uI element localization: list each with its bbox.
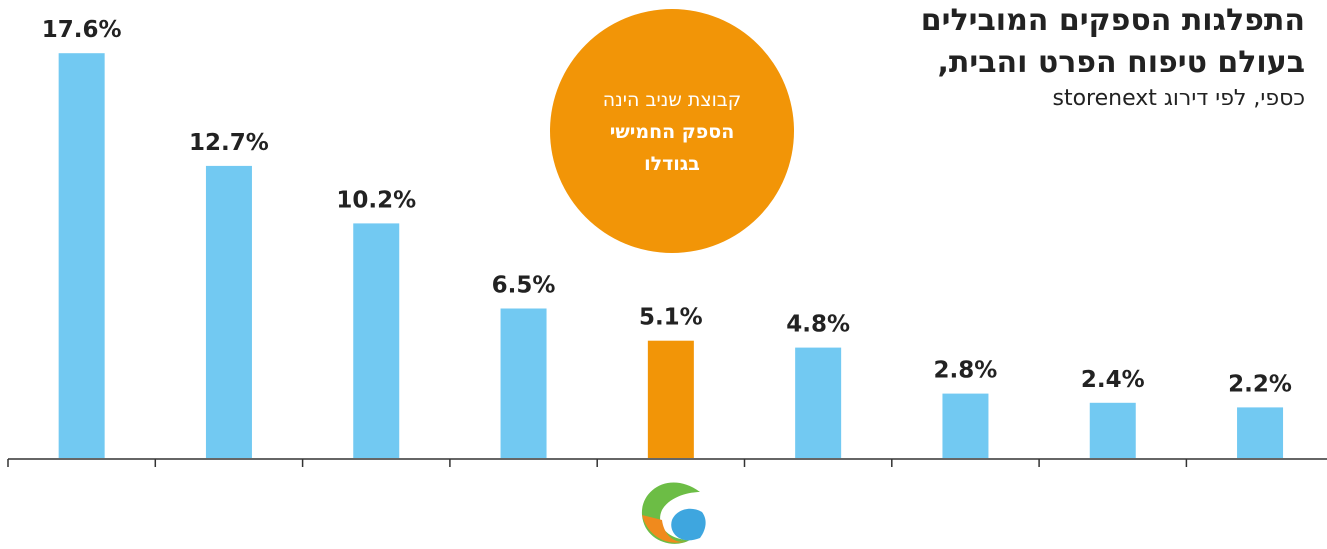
value-label: 12.7% — [189, 130, 269, 156]
title-line: בעולם טיפוח הפרט והבית, — [937, 45, 1306, 80]
logo — [641, 482, 706, 544]
annotation-line: הספק החמישי — [610, 121, 735, 143]
value-label: 10.2% — [336, 187, 416, 213]
bar — [205, 165, 252, 458]
annotation-line: קבוצת שניב הינה — [603, 89, 741, 111]
value-label: 2.8% — [934, 358, 998, 384]
annotation-circle — [550, 9, 794, 253]
bar — [353, 223, 400, 458]
value-label: 6.5% — [492, 273, 556, 299]
bar — [1089, 402, 1136, 458]
subtitle: כספי, לפי דירוג storenext — [1052, 86, 1305, 111]
bar — [942, 393, 989, 458]
bar — [500, 308, 547, 458]
bar — [58, 53, 105, 458]
bar — [795, 347, 842, 458]
bar — [647, 340, 694, 458]
value-label: 2.4% — [1081, 367, 1145, 393]
value-label: 17.6% — [42, 17, 122, 43]
title-line: התפלגות הספקים המובילים — [920, 3, 1305, 38]
bar — [1237, 407, 1284, 458]
annotation-line: בגודלו — [644, 153, 700, 175]
value-label: 4.8% — [786, 312, 850, 338]
value-label: 5.1% — [639, 305, 703, 331]
value-label: 2.2% — [1228, 371, 1292, 397]
title: התפלגות הספקים המובילים בעולם טיפוח הפרט… — [921, 0, 1305, 84]
